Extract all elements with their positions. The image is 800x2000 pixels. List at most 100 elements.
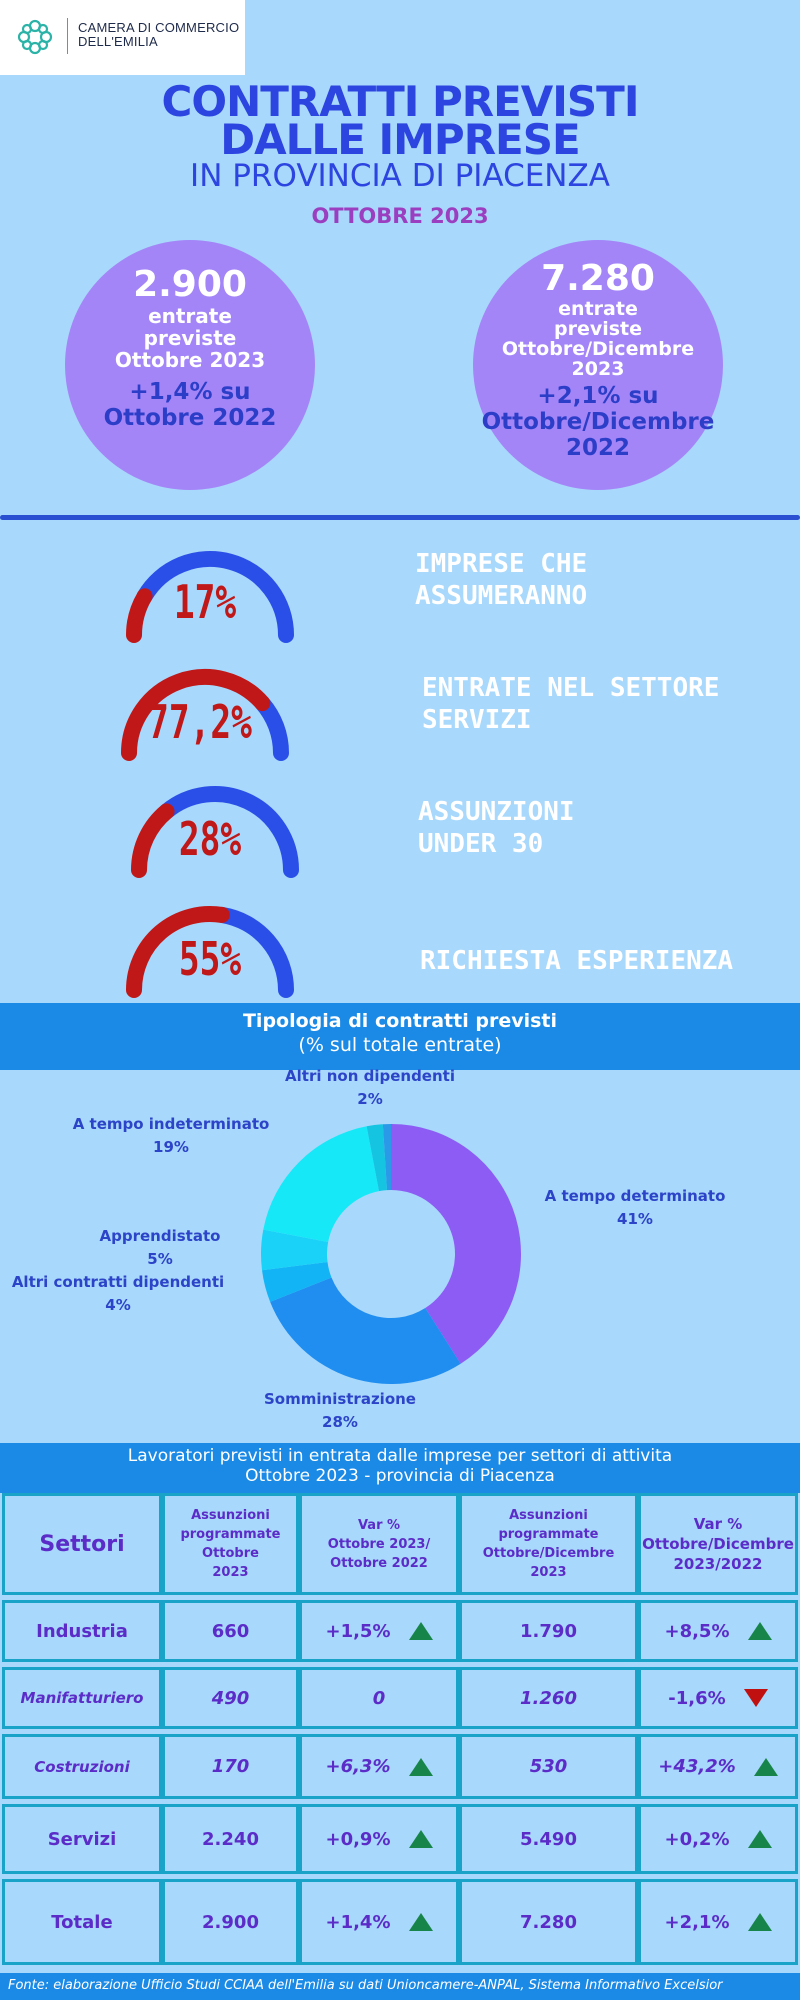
var-value: +2,1% [664,1911,730,1933]
row-manifatturiero-assunzioni-ottobre-dicembre: 1.260 [459,1667,638,1729]
row-costruzioni-assunzioni-ottobre-dicembre: 530 [459,1734,638,1799]
gauge-label: RICHIESTA ESPERIENZA [420,945,733,977]
row-servizi-var-ottobre-dicembre: +0,2% [638,1804,798,1874]
pie-label-tempo-indeterminato: A tempo indeterminato 19% [60,1113,282,1159]
row-totale-assunzioni-ottobre: 2.900 [162,1879,299,1965]
contracts-title-band [0,1003,800,1070]
header-line: Ottobre 2022 [330,1555,428,1571]
bubble-text: entrate [148,304,232,328]
pie-label-tempo-determinato: A tempo determinato 41% [535,1185,735,1231]
bubble-text: previste [143,326,237,350]
trend-up-icon [408,1622,433,1640]
gauge-remaining-arc [213,906,294,998]
trend-up-icon [747,1830,772,1848]
gauge-label-line: ASSUNZIONI [418,797,575,827]
header-line: programmate [498,1527,599,1542]
trend-up-icon [408,1913,433,1931]
header-line: 2023/2022 [673,1555,763,1573]
row-costruzioni-assunzioni-ottobre: 170 [162,1734,299,1799]
gauge-label-line: IMPRESE CHE [415,549,588,579]
footer-band [0,1973,800,2000]
gauge-remaining-arc [136,551,294,643]
var-value: +0,9% [325,1828,391,1850]
row-manifatturiero-var-ottobre-dicembre: -1,6% [638,1667,798,1729]
header-line: Assunzioni [191,1508,270,1523]
bubble-number: 7.280 [541,258,655,299]
bubble-variation: Ottobre/Dicembre [481,409,715,435]
header-assunzioni-ottobre-dicembre: Assunzioni programmate Ottobre/Dicembre 202… [459,1493,638,1595]
table-title-band [0,1443,800,1493]
gauge-hiring-companies [126,551,294,643]
bubble-text: 2023 [571,358,625,380]
var-value: +1,4% [325,1911,391,1933]
row-totale-assunzioni-ottobre-dicembre: 7.280 [459,1879,638,1965]
pie-label-altri-non-dipendenti: Altri non dipendenti 2% [270,1065,470,1111]
bubble-variation: Ottobre 2022 [103,405,277,431]
var-value: +0,2% [664,1828,730,1850]
header-line: Var % [357,1517,401,1533]
gauge-label: IMPRESE CHE ASSUMERANNO [415,548,587,612]
contracts-donut-chart [261,1124,521,1384]
logo-separator [67,18,68,54]
donut-slice-apprendistato [261,1229,329,1271]
row-manifatturiero-var-ottobre: 0 [299,1667,459,1729]
gauge-label: ENTRATE NEL SETTORE SERVIZI [422,672,719,736]
header-settori: Settori [2,1493,162,1595]
pie-label-somministrazione: Somministrazione 28% [240,1388,440,1434]
header-line: 2023 [530,1565,567,1580]
row-industria-assunzioni-ottobre-dicembre: 1.790 [459,1600,638,1662]
pie-label-name: A tempo determinato [544,1187,726,1205]
org-line-2: DELL'EMILIA [78,34,158,49]
pie-label-apprendistato: Apprendistato 5% [80,1225,240,1271]
section-divider [0,515,800,520]
main-title-line-1: CONTRATTI PREVISTI [161,77,640,126]
row-servizi-assunzioni-ottobre: 2.240 [162,1804,299,1874]
bubble-number: 2.900 [133,264,247,305]
gauge-services-entries [121,669,289,761]
var-value: +6,3% [325,1756,391,1777]
row-costruzioni-sector: Costruzioni [2,1734,162,1799]
gauge-value-arc [131,803,175,878]
gauge-value-arc [126,906,230,998]
donut-slice-a-tempo-determinato [391,1124,521,1364]
gauge-remaining-arc [158,786,299,878]
header-line: Ottobre/Dicembre [482,1546,615,1561]
org-line-1: CAMERA DI COMMERCIO [78,20,240,35]
gauge-percentage: 28% [178,812,242,866]
organization-name: CAMERA DI COMMERCIO DELL'EMILIA [78,21,239,49]
pie-label-value: 5% [147,1250,173,1268]
row-manifatturiero-assunzioni-ottobre: 490 [162,1667,299,1729]
row-costruzioni-var-ottobre: +6,3% [299,1734,459,1799]
pie-label-name: A tempo indeterminato [72,1115,270,1133]
trend-down-icon [743,1689,768,1707]
gauge-value-arc [126,588,153,643]
row-servizi-assunzioni-ottobre-dicembre: 5.490 [459,1804,638,1874]
row-industria-sector: Industria [2,1600,162,1662]
pie-label-name: Apprendistato [99,1227,221,1245]
header-line: Ottobre [202,1546,259,1561]
row-industria-var-ottobre-dicembre: +8,5% [638,1600,798,1662]
row-servizi-var-ottobre: +0,9% [299,1804,459,1874]
header-line: 2023 [212,1565,249,1580]
gauge-value-arc [121,669,271,761]
donut-slice-a-tempo-indeterminato [263,1126,380,1243]
pie-label-value: 4% [105,1296,131,1314]
gauge-percentage: 55% [178,932,242,986]
pie-label-name: Altri non dipendenti [285,1067,455,1085]
table-subtitle: Ottobre 2023 - provincia di Piacenza [245,1466,555,1486]
gauge-experience [126,906,294,998]
pie-label-value: 28% [322,1413,358,1431]
bubble-variation: 2022 [565,435,630,461]
row-totale-var-ottobre: +1,4% [299,1879,459,1965]
row-manifatturiero-sector: Manifatturiero [2,1667,162,1729]
donut-slice-altri-contratti-dipendenti [262,1262,332,1302]
main-title-line-2: DALLE IMPRESE [220,115,580,164]
table-title: Lavoratori previsti in entrata dalle imp… [127,1446,673,1466]
pie-label-altri-contratti-dipendenti: Altri contratti dipendenti 4% [2,1271,234,1317]
pie-label-name: Altri contratti dipendenti [11,1273,225,1291]
bubble-text: Ottobre 2023 [114,348,266,372]
gauge-label-line: SERVIZI [422,705,532,735]
row-industria-var-ottobre: +1,5% [299,1600,459,1662]
pie-label-value: 41% [617,1210,653,1228]
row-totale-var-ottobre-dicembre: +2,1% [638,1879,798,1965]
